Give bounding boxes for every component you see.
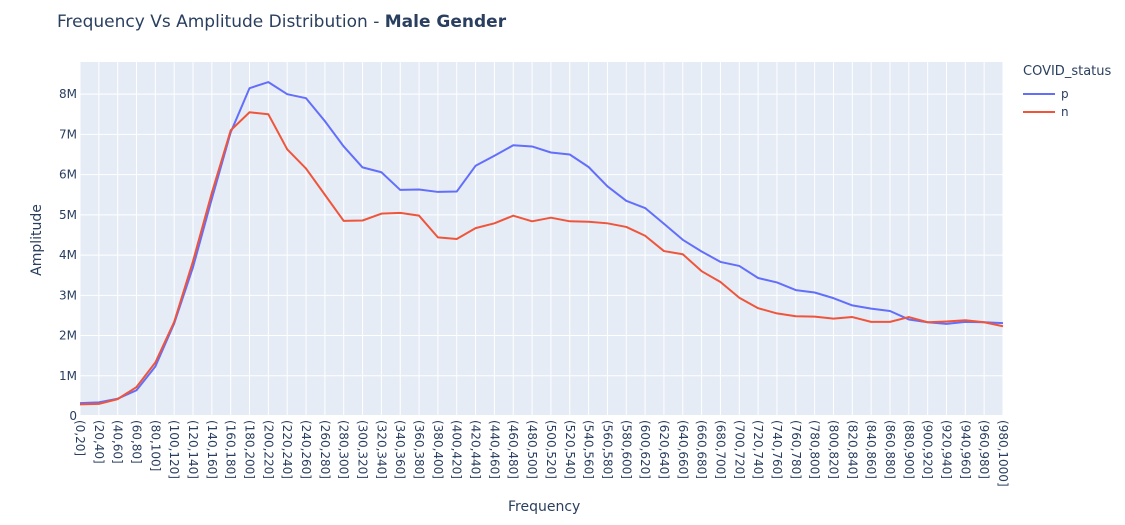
grid-lines	[79, 62, 1004, 417]
x-tick-label: (720,740]	[751, 420, 765, 479]
legend: COVID_status p n	[1023, 64, 1111, 121]
y-axis-title: Amplitude	[28, 204, 45, 276]
series-line-n[interactable]	[79, 111, 1004, 406]
x-tick-label: (100,120]	[167, 420, 181, 479]
legend-item-n[interactable]: n	[1023, 103, 1111, 121]
x-tick-label: (840,860]	[864, 420, 878, 479]
x-tick-label: (880,900]	[902, 420, 916, 479]
x-tick-label: (0,20]	[73, 420, 87, 456]
x-tick-label: (360,380]	[412, 420, 426, 479]
legend-label-p: p	[1061, 87, 1069, 101]
x-tick-label: (40,60]	[111, 420, 125, 464]
y-tick-label: 1M	[59, 369, 77, 383]
x-tick-label: (480,500]	[525, 420, 539, 479]
x-tick-label: (540,560]	[582, 420, 596, 479]
x-tick-label: (20,40]	[92, 420, 106, 464]
x-tick-label: (620,640]	[657, 420, 671, 479]
y-tick-label: 8M	[59, 87, 77, 101]
x-tick-label: (300,320]	[356, 420, 370, 479]
x-tick-label: (500,520]	[544, 420, 558, 479]
y-tick-label: 0	[69, 409, 77, 423]
x-tick-label: (80,100]	[148, 420, 162, 471]
legend-title: COVID_status	[1023, 64, 1112, 79]
x-tick-label: (520,540]	[563, 420, 577, 479]
x-tick-label: (200,220]	[261, 420, 275, 479]
x-tick-label: (340,360]	[393, 420, 407, 479]
x-tick-label: (280,300]	[337, 420, 351, 479]
x-tick-label: (940,960]	[958, 420, 972, 479]
x-tick-label: (220,240]	[280, 420, 294, 479]
x-tick-label: (120,140]	[186, 420, 200, 479]
x-tick-label: (700,720]	[732, 420, 746, 479]
y-tick-label: 5M	[59, 208, 77, 222]
y-axis-ticks: 0 1M 2M 3M 4M 5M 6M 7M 8M	[59, 87, 77, 423]
x-tick-label: (180,200]	[243, 420, 257, 479]
chart-title-prefix: Frequency Vs Amplitude Distribution -	[57, 12, 385, 32]
x-tick-label: (680,700]	[713, 420, 727, 479]
y-tick-label: 6M	[59, 168, 77, 182]
x-tick-label: (240,260]	[299, 420, 313, 479]
x-tick-label: (980,1000]	[996, 420, 1010, 487]
legend-item-p[interactable]: p	[1023, 85, 1111, 103]
x-tick-label: (440,460]	[487, 420, 501, 479]
x-tick-label: (560,580]	[600, 420, 614, 479]
x-tick-label: (760,780]	[789, 420, 803, 479]
legend-label-n: n	[1061, 105, 1069, 119]
legend-swatch-p	[1023, 93, 1055, 95]
chart-title-bold: Male Gender	[384, 12, 507, 32]
x-tick-label: (460,480]	[506, 420, 520, 479]
legend-swatch-n	[1023, 111, 1055, 113]
plot-background	[80, 62, 1003, 416]
x-tick-label: (140,160]	[205, 420, 219, 479]
y-tick-label: 7M	[59, 127, 77, 141]
x-tick-label: (640,660]	[676, 420, 690, 479]
x-tick-label: (740,760]	[770, 420, 784, 479]
y-tick-label: 3M	[59, 288, 77, 302]
x-tick-label: (580,600]	[619, 420, 633, 479]
y-tick-label: 4M	[59, 248, 77, 262]
x-tick-label: (420,440]	[469, 420, 483, 479]
chart-title: Frequency Vs Amplitude Distribution - Ma…	[57, 12, 506, 32]
series-line-p[interactable]	[79, 81, 1004, 405]
series-layer	[79, 81, 1004, 406]
x-axis-ticks: (0,20] (20,40] (40,60] (60,80] (80,100] (100,…	[73, 420, 1010, 487]
y-tick-label: 2M	[59, 329, 77, 343]
x-tick-label: (400,420]	[450, 420, 464, 479]
x-tick-label: (660,680]	[695, 420, 709, 479]
x-tick-label: (820,840]	[845, 420, 859, 479]
x-tick-label: (260,280]	[318, 420, 332, 479]
x-tick-label: (380,400]	[431, 420, 445, 479]
x-axis-title: Frequency	[508, 499, 581, 515]
x-tick-label: (320,340]	[374, 420, 388, 479]
x-tick-label: (160,180]	[224, 420, 238, 479]
x-tick-label: (960,980]	[977, 420, 991, 479]
x-tick-label: (60,80]	[130, 420, 144, 464]
x-tick-label: (800,820]	[826, 420, 840, 479]
x-tick-label: (860,880]	[883, 420, 897, 479]
x-tick-label: (780,800]	[808, 420, 822, 479]
x-tick-label: (900,920]	[921, 420, 935, 479]
x-tick-label: (600,620]	[638, 420, 652, 479]
x-tick-label: (920,940]	[939, 420, 953, 479]
